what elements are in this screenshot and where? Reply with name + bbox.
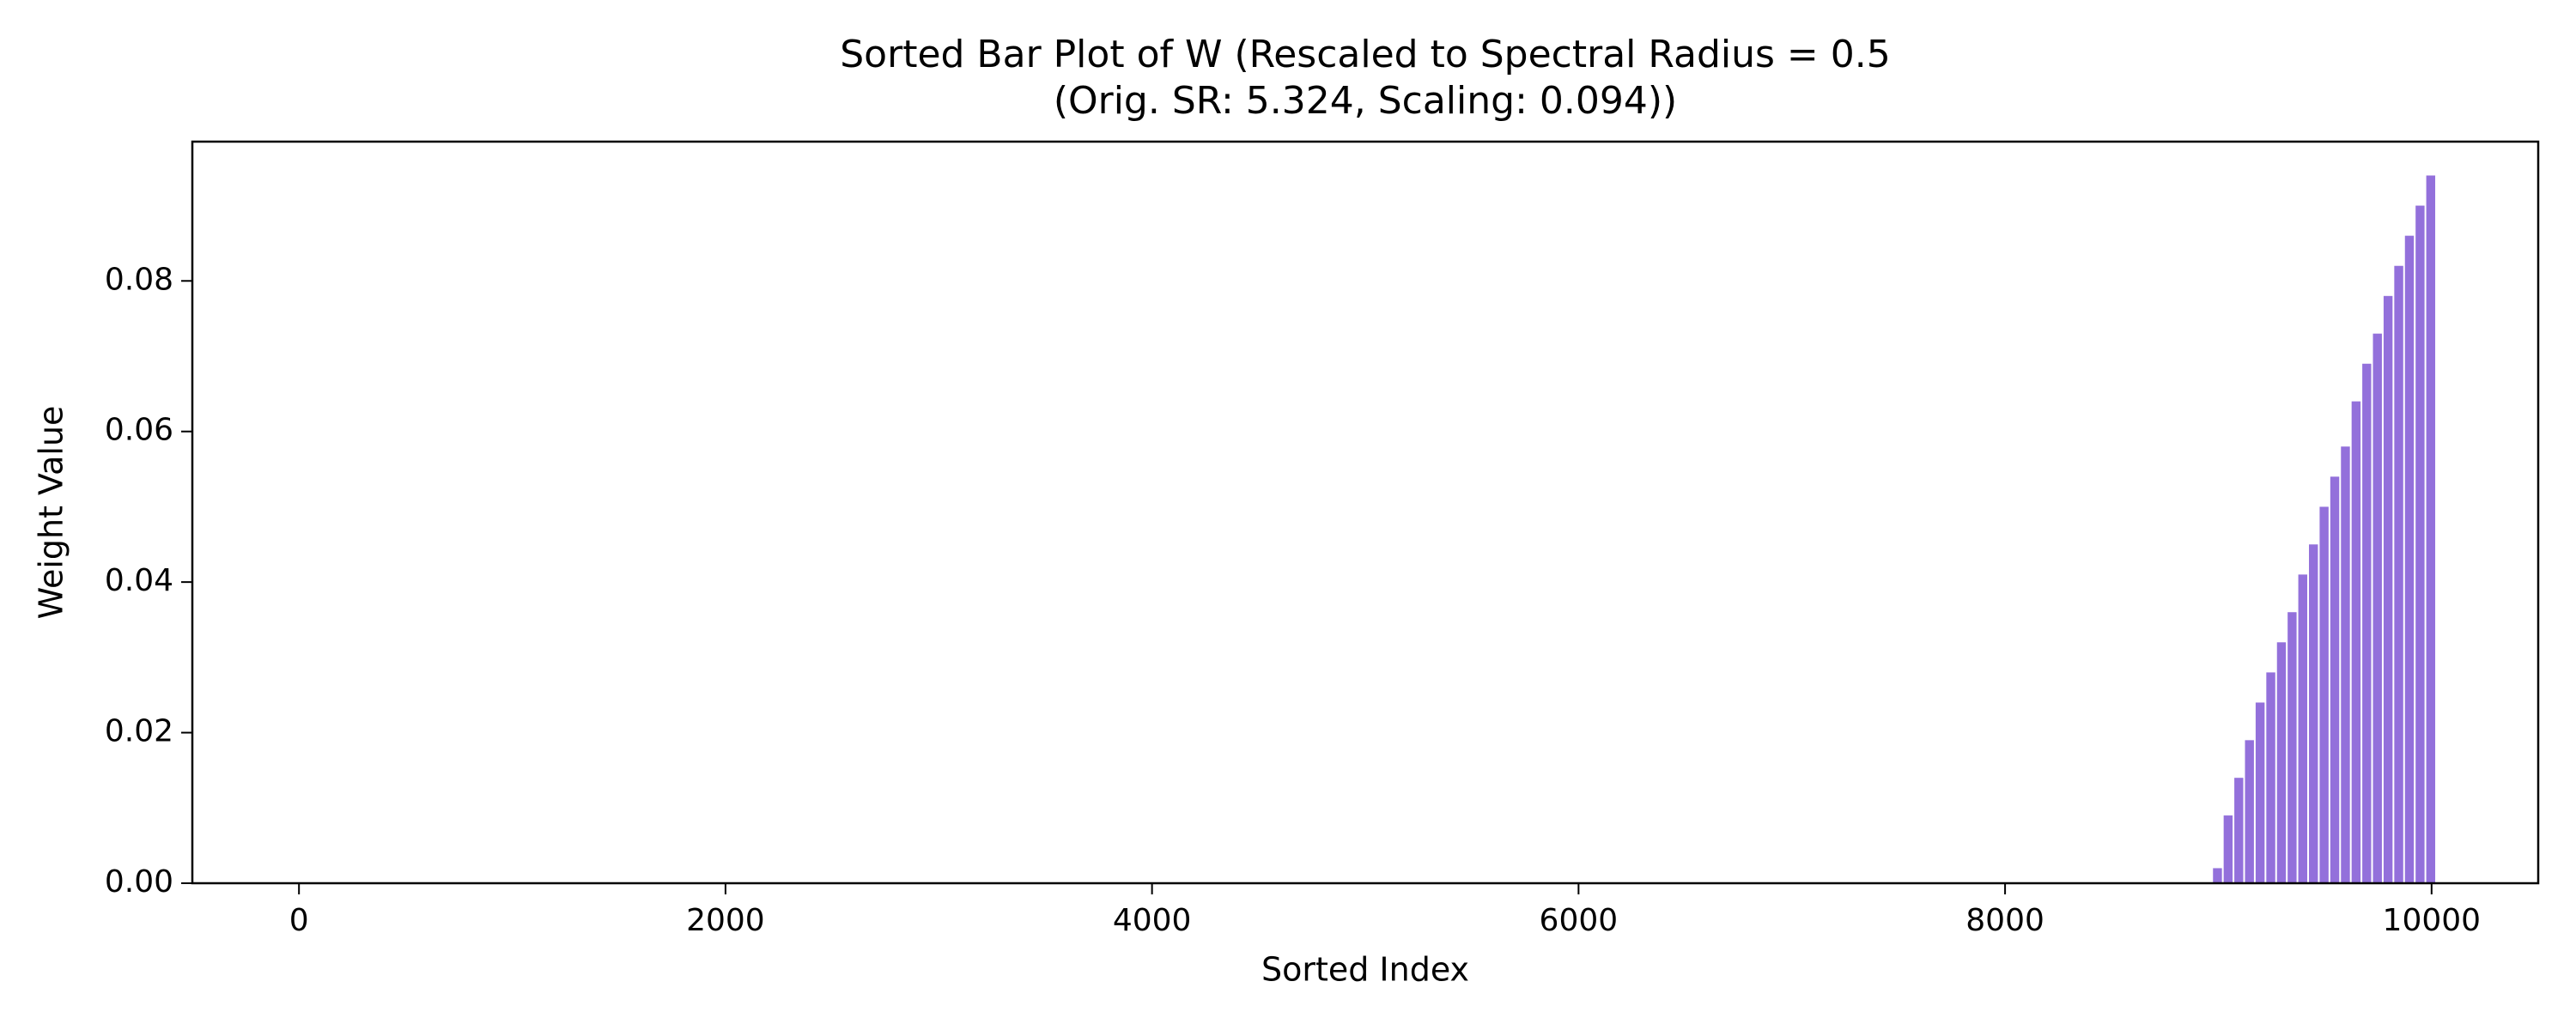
y-tick-label: 0.02 — [105, 714, 173, 749]
bar — [2362, 363, 2372, 883]
x-tick-label: 0 — [289, 903, 309, 938]
plot-frame — [191, 140, 2540, 885]
chart-title: (Orig. SR: 5.324, Scaling: 0.094)) — [1054, 79, 1677, 123]
bar — [2309, 544, 2318, 883]
bar — [2234, 778, 2244, 883]
bar — [2372, 333, 2382, 883]
bar — [2298, 574, 2308, 883]
bar — [2351, 401, 2361, 884]
bar — [2394, 265, 2403, 883]
x-axis-label: Sorted Index — [1261, 951, 1469, 989]
x-tick-label: 2000 — [686, 903, 765, 938]
bar — [2341, 446, 2350, 883]
x-tick-label: 4000 — [1113, 903, 1192, 938]
bar — [2404, 235, 2415, 884]
bar — [2330, 476, 2340, 883]
y-tick-label: 0.06 — [105, 413, 173, 448]
x-tick-label: 8000 — [1965, 903, 2044, 938]
bar — [2223, 815, 2233, 883]
y-tick-label: 0.00 — [105, 864, 173, 900]
y-tick-label: 0.08 — [105, 262, 173, 297]
x-tick-label: 10000 — [2383, 903, 2482, 938]
y-tick-label: 0.04 — [105, 563, 173, 598]
bar — [2319, 506, 2329, 883]
x-tick-label: 6000 — [1540, 903, 1619, 938]
bar — [2426, 175, 2436, 884]
bar — [2415, 205, 2425, 884]
y-axis-label: Weight Value — [33, 406, 70, 620]
bar — [2276, 642, 2287, 883]
bar — [2245, 740, 2254, 883]
bar — [2266, 672, 2275, 883]
bar — [2213, 868, 2222, 883]
bar — [2255, 702, 2265, 883]
chart-title: Sorted Bar Plot of W (Rescaled to Spectr… — [840, 33, 1890, 76]
bar — [2287, 612, 2297, 883]
bar — [2383, 295, 2393, 883]
